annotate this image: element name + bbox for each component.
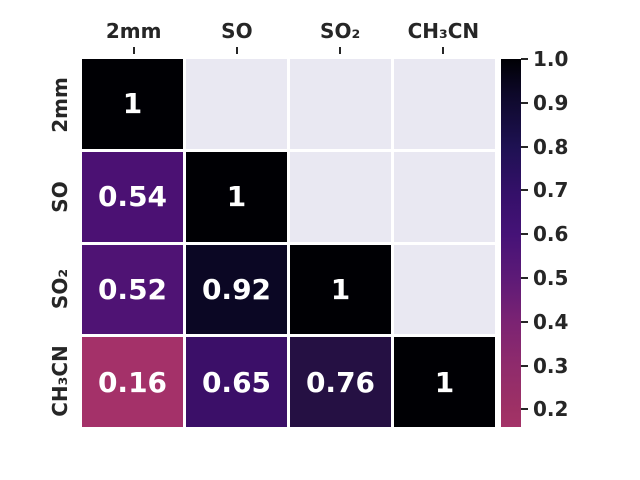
column-label: SO [221,19,253,43]
heatmap-grid: 1 0.54 1 0.52 0.92 1 0.16 0.65 0.76 1 [82,59,495,427]
colorbar-tick-label: 0.2 [533,397,569,422]
colorbar-tick [521,101,528,104]
heatmap-cell: 1 [290,244,391,335]
heatmap-cell: 0.92 [186,244,287,335]
heatmap-cell: 1 [82,59,183,149]
colorbar-tick-label: 0.4 [533,309,569,334]
heatmap-cell: 1 [186,151,287,242]
colorbar-tick [521,58,528,60]
colorbar-tick [521,189,528,192]
row-label: SO [48,181,72,213]
colorbar-tick [521,364,528,367]
colorbar-tick [521,233,528,236]
colorbar-tick-label: 0.5 [533,266,569,291]
colorbar-gradient [501,59,521,427]
colorbar-tick-label: 0.3 [533,353,569,378]
heatmap-cell-masked [290,151,391,242]
heatmap-cell: 0.65 [186,337,287,427]
colorbar-tick-label: 0.8 [533,134,569,159]
colorbar-tick [521,145,528,148]
colorbar-tick-label: 0.9 [533,90,569,115]
heatmap-cell-masked [186,59,287,149]
heatmap-cell-masked [290,59,391,149]
heatmap-cell-masked [394,244,495,335]
colorbar-tick [521,408,528,411]
column-label: CH₃CN [407,19,480,43]
heatmap-cell: 0.54 [82,151,183,242]
heatmap-cell: 0.52 [82,244,183,335]
colorbar-tick-label: 0.6 [533,222,569,247]
row-label: SO₂ [48,268,72,310]
colorbar-tick-label: 1.0 [533,47,569,71]
colorbar-tick [521,320,528,323]
heatmap-cell: 1 [394,337,495,427]
heatmap-cell: 0.16 [82,337,183,427]
x-axis-tick [442,47,445,54]
colorbar-tick [521,277,528,280]
colorbar-tick-label: 0.7 [533,178,569,203]
row-label: 2mm [48,77,72,133]
column-label: 2mm [105,19,162,43]
heatmap-cell-masked [394,151,495,242]
x-axis-tick [339,47,342,54]
x-axis-tick [132,47,135,54]
heatmap-cell-masked [394,59,495,149]
row-label: CH₃CN [48,345,72,417]
heatmap-cell: 0.76 [290,337,391,427]
column-label: SO₂ [320,19,361,43]
x-axis-tick [235,47,238,54]
